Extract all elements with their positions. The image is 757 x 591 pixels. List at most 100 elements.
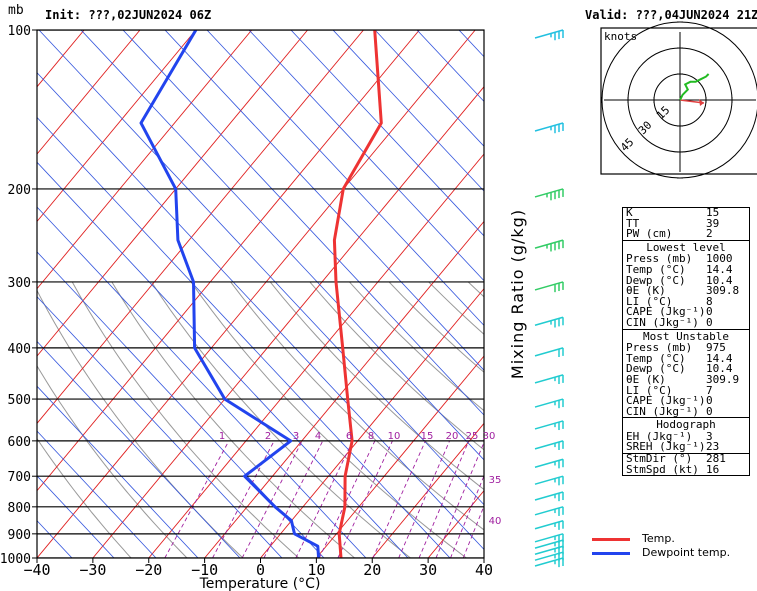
- hodograph-frame: [600, 27, 757, 175]
- blue-grid-line: [37, 340, 241, 558]
- dry-adiabat: [269, 281, 484, 491]
- wind-barb: [534, 29, 564, 41]
- mixing-ratio-tick-label: 1: [219, 431, 225, 442]
- legend-dewp: Dewpoint temp.: [592, 546, 731, 559]
- index-key: SREH (Jkg⁻¹): [626, 440, 706, 454]
- index-value: 14.4: [706, 351, 733, 365]
- blue-grid-line: [206, 30, 484, 327]
- index-row: TT 39: [623, 216, 749, 230]
- temp-tick-label: −30: [79, 561, 106, 579]
- x-axis-label: Temperature (°C): [199, 576, 321, 591]
- wind-barb: [534, 506, 564, 516]
- index-row: LI (°C) 7: [623, 383, 749, 397]
- pressure-tick-label: 100: [8, 24, 31, 39]
- pressure-tick-label: 400: [8, 342, 31, 357]
- blue-grid-line: [37, 430, 157, 558]
- mixing-ratio-tick-label: 35: [489, 475, 502, 486]
- hodograph-title: knots: [604, 30, 637, 43]
- blue-grid-line: [248, 30, 484, 282]
- mixing-ratio-line: [418, 440, 470, 558]
- temp-tick-label: 30: [419, 561, 437, 579]
- index-value: 975: [706, 341, 726, 355]
- mixing-ratio-tick-label: 15: [421, 431, 434, 442]
- index-key: θE (K): [626, 284, 666, 298]
- blue-grid-line: [37, 116, 451, 558]
- index-row: CAPE (Jkg⁻¹) 0: [623, 307, 749, 318]
- index-key: EH (Jkg⁻¹): [626, 429, 693, 443]
- index-value: 15: [706, 206, 720, 219]
- index-row: Temp (°C) 14.4: [623, 351, 749, 365]
- dry-adiabat: [388, 281, 484, 373]
- pressure-tick-label: 600: [8, 435, 31, 450]
- mixing-ratio-line: [241, 440, 303, 558]
- wind-barb: [534, 557, 564, 568]
- isotherm: [92, 86, 484, 558]
- mixing-ratio-tick-label: 30: [483, 431, 496, 442]
- index-row: StmSpd (kt) 16: [623, 462, 749, 476]
- index-table-top: K 15 TT 39 PW (cm) 2 Lowest level Press (mb) 1…: [622, 206, 750, 477]
- index-key: LI (°C): [626, 383, 673, 397]
- wind-barb: [534, 316, 564, 328]
- isotherm: [371, 422, 484, 558]
- index-key: Temp (°C): [626, 262, 686, 276]
- mixing-ratio-tick-label: 40: [489, 516, 502, 527]
- temp-tick-label: −20: [135, 561, 162, 579]
- index-value: 2: [706, 227, 713, 241]
- index-value: 16: [706, 462, 720, 476]
- index-key: Press (mb): [626, 252, 693, 266]
- mixing-ratio-line: [164, 440, 230, 558]
- index-value: 0: [706, 404, 713, 418]
- index-value: 3: [706, 429, 713, 443]
- index-key: Press (mb): [626, 341, 693, 355]
- index-row: EH (Jkg⁻¹) 3: [623, 429, 749, 443]
- hodograph-trace: [679, 73, 710, 101]
- index-key: CAPE (Jkg⁻¹): [626, 305, 706, 319]
- index-key: Temp (°C): [626, 351, 686, 365]
- legend-dewp-label: Dewpoint temp.: [642, 546, 731, 559]
- wind-barb: [534, 122, 564, 134]
- most-unstable-title: Most Unstable: [623, 328, 749, 344]
- temp-tick-label: 0: [256, 561, 265, 579]
- index-row: θE (K) 309.9: [623, 374, 749, 386]
- index-value: 309.8: [706, 284, 740, 298]
- index-row: StmDir (°) 281: [623, 453, 749, 465]
- isotherm: [37, 30, 364, 425]
- hodograph-title: Hodograph: [623, 417, 749, 432]
- blue-grid-line: [37, 251, 325, 558]
- index-key: TT: [626, 216, 640, 230]
- index-row: SREH (Jkg⁻¹) 23: [623, 442, 749, 453]
- storm-motion-arrowhead: [699, 99, 704, 106]
- mixing-ratio-line: [450, 474, 484, 558]
- blue-grid-line: [37, 72, 484, 551]
- init-label: Init: ???,02JUN2024 06Z: [45, 8, 212, 22]
- dry-adiabat: [37, 437, 132, 558]
- index-row: K 15: [623, 206, 749, 219]
- wind-barb: [534, 188, 564, 201]
- index-row: CIN (Jkg⁻¹) 0: [623, 404, 749, 418]
- index-value: 10.4: [706, 273, 733, 287]
- wind-barb: [534, 440, 564, 450]
- index-value: 7: [706, 383, 713, 397]
- index-row: PW (cm) 2: [623, 227, 749, 241]
- mixing-ratio-line: [337, 440, 393, 558]
- lowest-level-title: Lowest level: [623, 239, 749, 255]
- index-value: 39: [706, 216, 720, 230]
- mixing-ratio-tick-label: 6: [346, 431, 352, 442]
- index-key: CIN (Jkg⁻¹): [626, 404, 699, 418]
- index-key: CIN (Jkg⁻¹): [626, 315, 699, 329]
- pressure-tick-label: 500: [8, 393, 31, 408]
- pressure-tick-label: 200: [8, 183, 31, 198]
- blue-grid-line: [122, 30, 484, 416]
- index-value: 14.4: [706, 262, 733, 276]
- blue-grid-line: [164, 30, 484, 371]
- dewpoint-profile: [139, 30, 321, 558]
- isotherm: [204, 220, 484, 558]
- mixing-ratio-line: [435, 441, 484, 558]
- wind-barb: [534, 398, 564, 409]
- dry-adiabat: [150, 281, 411, 558]
- isotherm: [37, 30, 476, 558]
- valid-label: Valid: ???,04JUN2024 21Z: [585, 8, 757, 22]
- mixing-ratio-line: [462, 504, 484, 558]
- mixing-ratio-line: [398, 440, 451, 558]
